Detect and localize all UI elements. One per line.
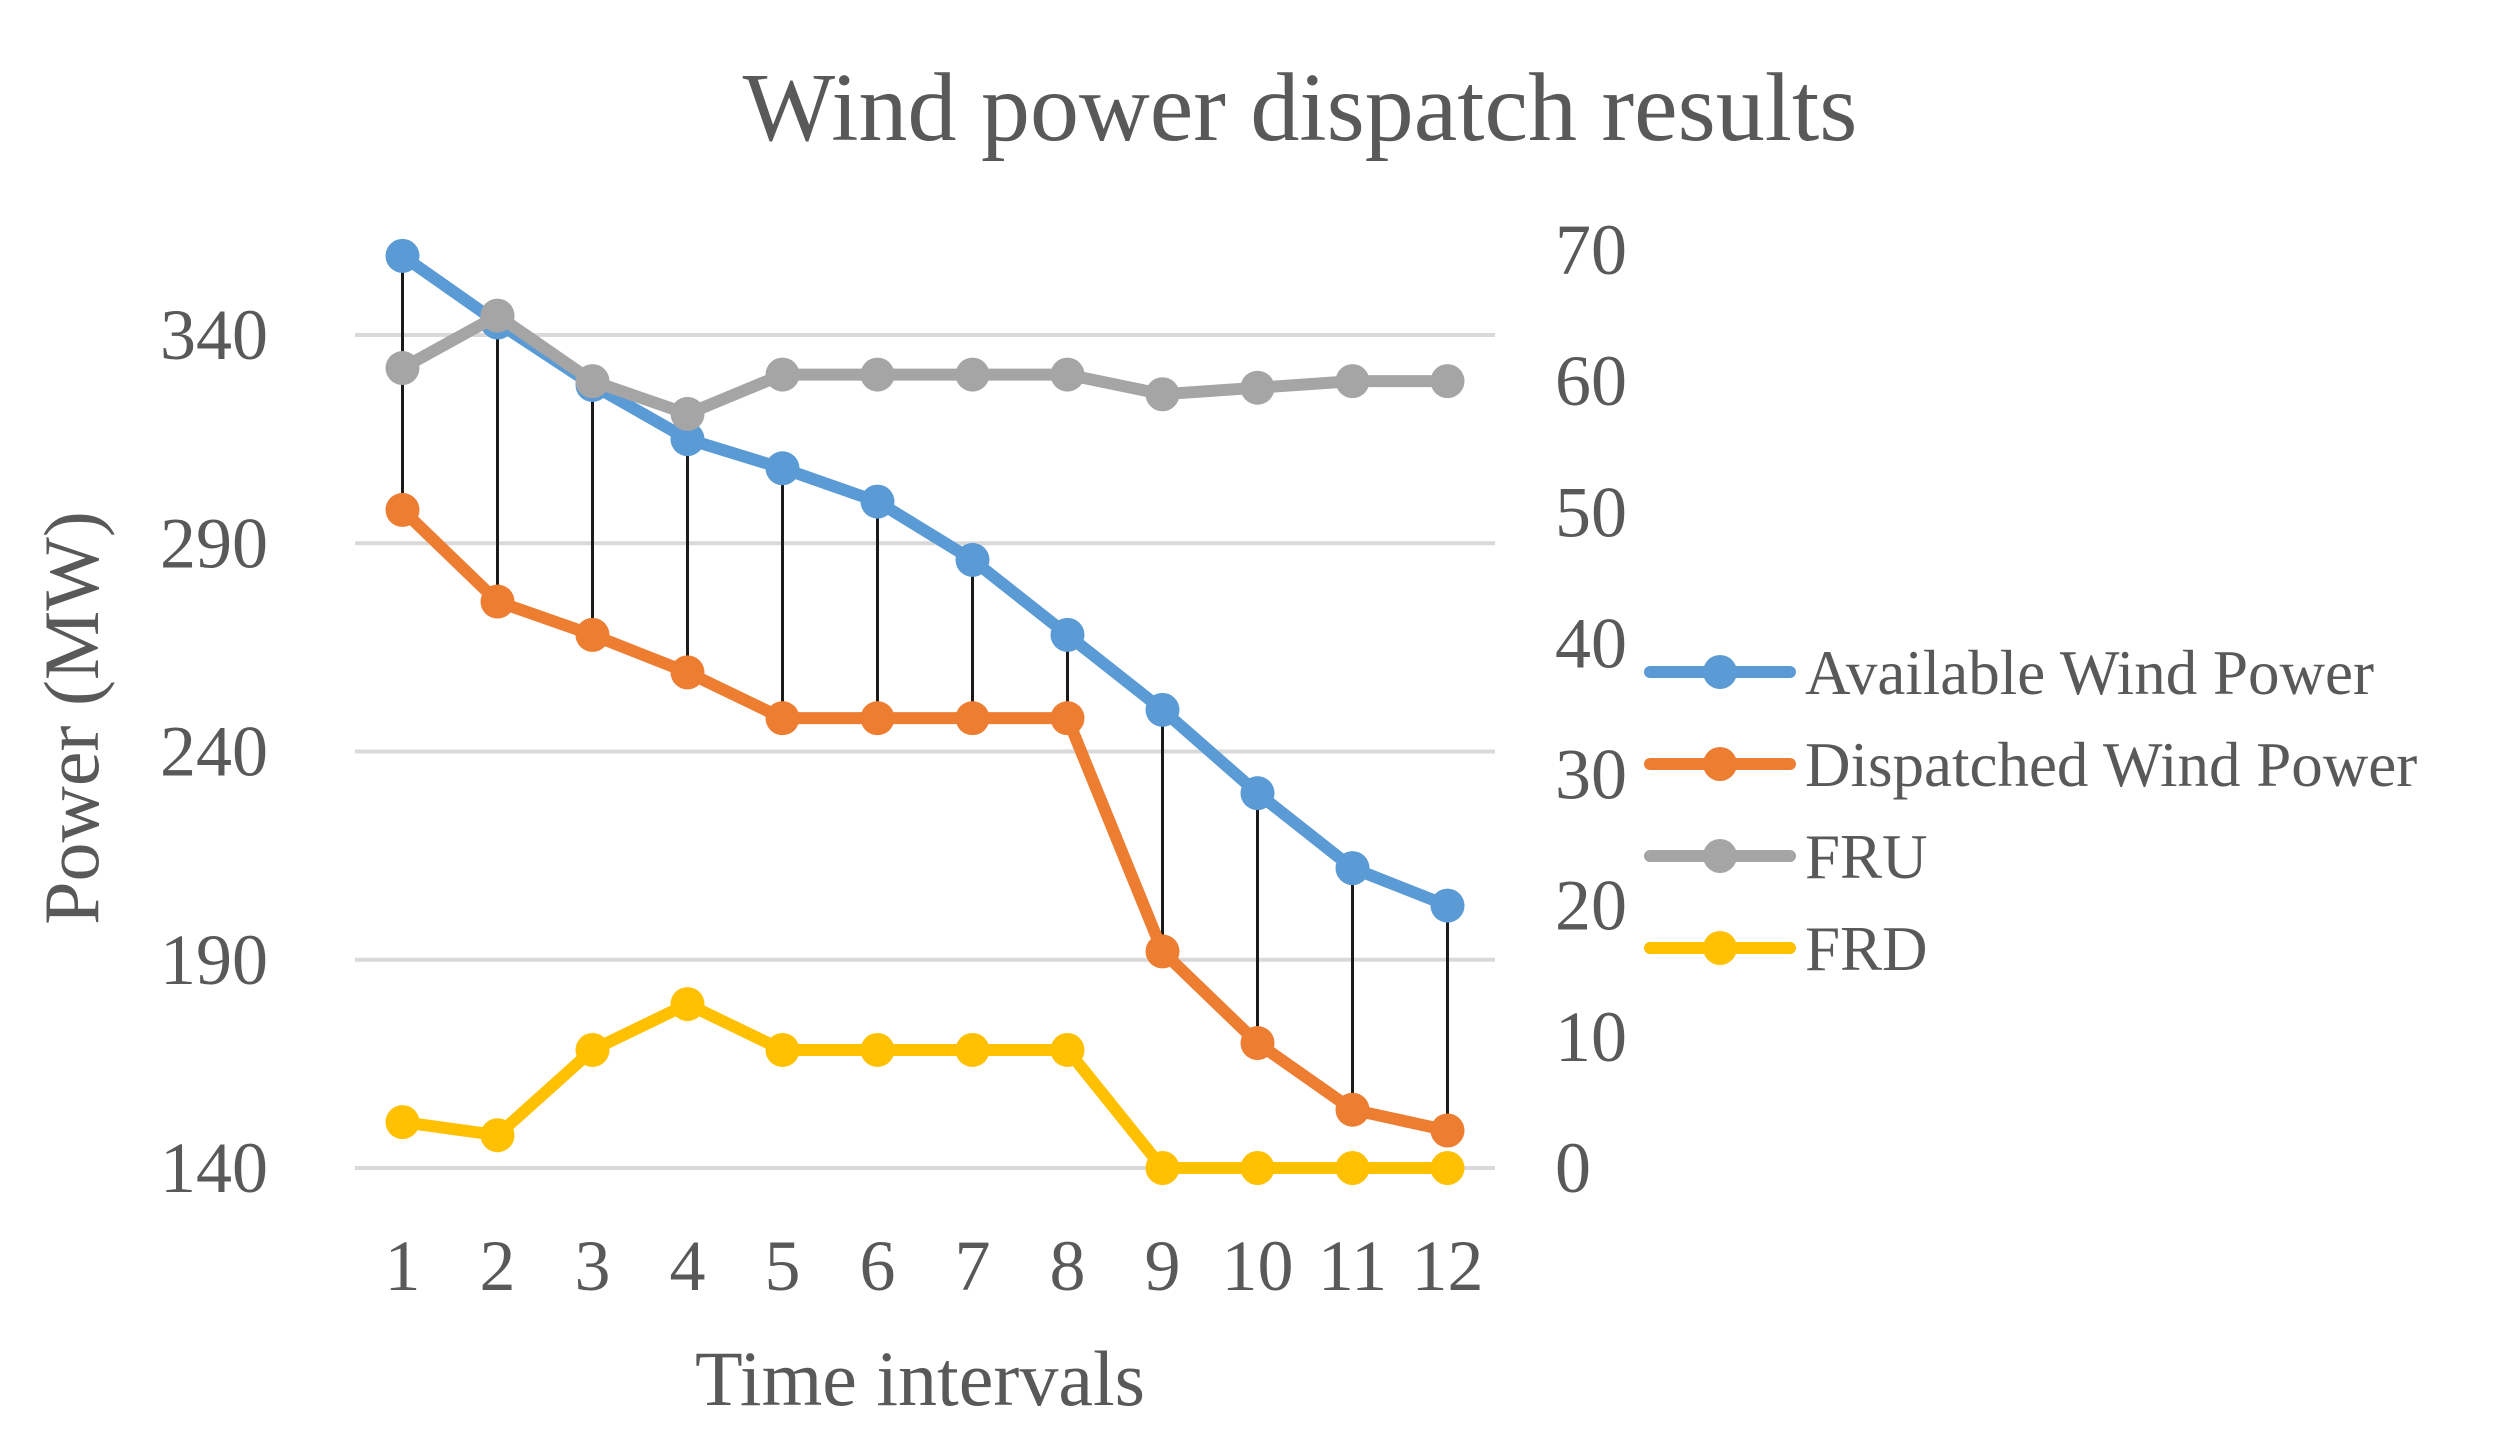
data-point xyxy=(765,451,800,486)
legend-label: Dispatched Wind Power xyxy=(1805,730,2417,800)
y-right-tick-label: 20 xyxy=(1555,866,1627,946)
y-left-tick-label: 190 xyxy=(160,920,268,1000)
x-tick-label: 1 xyxy=(385,1226,421,1306)
chart-title: Wind power dispatch results xyxy=(743,54,1858,162)
data-point xyxy=(955,701,990,736)
y-right-tick-label: 60 xyxy=(1555,341,1627,421)
x-tick-label: 12 xyxy=(1412,1226,1484,1306)
data-point xyxy=(1240,776,1275,811)
legend-swatch-marker xyxy=(1703,747,1737,781)
data-point xyxy=(1430,364,1465,399)
data-point xyxy=(1145,934,1180,969)
data-point xyxy=(765,357,800,392)
data-point xyxy=(575,364,610,399)
y-right-tick-label: 70 xyxy=(1555,210,1627,290)
series-line xyxy=(396,998,1454,1174)
data-point xyxy=(955,542,990,577)
legend: Available Wind Power Dispatched Wind Powe… xyxy=(1644,638,2417,984)
data-point xyxy=(1240,370,1275,405)
data-point xyxy=(385,238,420,273)
data-point xyxy=(670,422,705,457)
data-point xyxy=(1430,888,1465,923)
data-point xyxy=(1050,1032,1085,1067)
data-point xyxy=(575,1032,610,1067)
x-tick-label: 3 xyxy=(575,1226,611,1306)
legend-item: FRD xyxy=(1644,914,1928,984)
x-tick-label: 4 xyxy=(670,1226,706,1306)
legend-swatch-marker xyxy=(1703,839,1737,873)
data-point xyxy=(480,1118,515,1153)
data-point xyxy=(955,1032,990,1067)
series-fru xyxy=(385,298,1465,431)
data-point xyxy=(765,1032,800,1067)
legend-item: Dispatched Wind Power xyxy=(1644,730,2417,800)
legend-label: Available Wind Power xyxy=(1805,638,2374,708)
x-axis-title: Time intervals xyxy=(695,1335,1145,1422)
x-tick-label: 5 xyxy=(765,1226,801,1306)
data-point xyxy=(385,492,420,527)
data-point xyxy=(575,617,610,652)
x-tick-label: 8 xyxy=(1050,1226,1086,1306)
y-left-tick-label: 340 xyxy=(160,295,268,375)
legend-swatch-marker xyxy=(1703,931,1737,965)
data-point xyxy=(1430,1113,1465,1148)
series-line xyxy=(396,309,1454,420)
legend-swatch-marker xyxy=(1703,655,1737,689)
data-point xyxy=(670,655,705,690)
series-group xyxy=(385,238,1465,1185)
series-frd xyxy=(385,987,1465,1185)
data-point xyxy=(1050,617,1085,652)
data-point xyxy=(1145,377,1180,412)
data-point xyxy=(1240,1026,1275,1061)
legend-item: FRU xyxy=(1644,822,1928,892)
data-point xyxy=(1050,357,1085,392)
y-right-tick-label: 0 xyxy=(1555,1128,1591,1208)
gridlines xyxy=(355,333,1495,1170)
x-tick-label: 10 xyxy=(1222,1226,1294,1306)
y-right-tick-label: 30 xyxy=(1555,735,1627,815)
y-left-tick-label: 140 xyxy=(160,1128,268,1208)
data-point xyxy=(1050,701,1085,736)
data-point xyxy=(860,484,895,519)
data-point xyxy=(765,701,800,736)
x-tick-label: 9 xyxy=(1145,1226,1181,1306)
y-left-tick-label: 240 xyxy=(160,712,268,792)
y-right-tick-label: 50 xyxy=(1555,472,1627,552)
data-point xyxy=(670,987,705,1022)
data-point xyxy=(385,1105,420,1140)
x-tick-label: 7 xyxy=(955,1226,991,1306)
data-point xyxy=(1145,692,1180,727)
data-point xyxy=(670,396,705,431)
data-point xyxy=(1335,1151,1370,1185)
x-tick-label: 6 xyxy=(860,1226,896,1306)
y-right-tick-label: 40 xyxy=(1555,603,1627,683)
legend-item: Available Wind Power xyxy=(1644,638,2374,708)
legend-label: FRU xyxy=(1805,822,1928,892)
y-axis-title: Power (MW) xyxy=(28,511,115,925)
data-point xyxy=(860,1032,895,1067)
x-tick-label: 11 xyxy=(1318,1226,1387,1306)
x-tick-label: 2 xyxy=(480,1226,516,1306)
series-available-wind-power xyxy=(385,238,1465,923)
data-point xyxy=(1430,1151,1465,1185)
series-dispatched-wind-power xyxy=(385,492,1465,1148)
data-point xyxy=(385,351,420,386)
y-right-tick-label: 10 xyxy=(1555,997,1627,1077)
data-point xyxy=(1335,1092,1370,1127)
data-point xyxy=(480,584,515,619)
data-point xyxy=(1335,364,1370,399)
legend-label: FRD xyxy=(1805,914,1928,984)
data-point xyxy=(860,701,895,736)
data-point xyxy=(480,298,515,333)
data-point xyxy=(955,357,990,392)
data-point xyxy=(1335,851,1370,886)
data-point xyxy=(860,357,895,392)
data-point xyxy=(1145,1151,1180,1185)
data-point xyxy=(1240,1151,1275,1185)
y-left-tick-label: 290 xyxy=(160,503,268,583)
